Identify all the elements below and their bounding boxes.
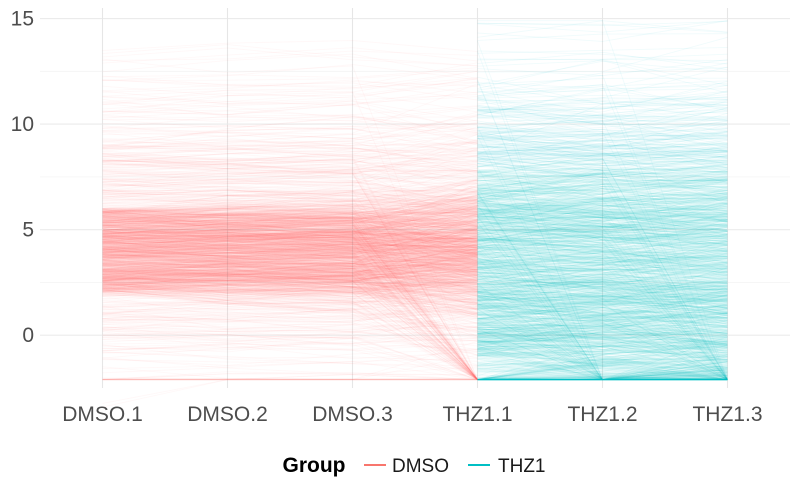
data-lines-layer xyxy=(103,21,728,407)
dmso-line xyxy=(103,380,478,408)
x-tick-label: THZ1.2 xyxy=(567,403,637,426)
y-tick-label: 0 xyxy=(22,324,34,347)
legend-label-thz1: THZ1 xyxy=(498,456,546,477)
x-tick-label: THZ1.1 xyxy=(442,403,512,426)
y-tick-label: 10 xyxy=(11,113,34,136)
x-tick-label: DMSO.1 xyxy=(62,403,143,426)
series-dmso-lines xyxy=(103,41,478,408)
dmso-line xyxy=(103,54,478,79)
y-tick-label: 5 xyxy=(22,219,34,242)
y-axis: 0 5 10 15 xyxy=(11,8,34,348)
x-tick-label: DMSO.3 xyxy=(312,403,393,426)
legend-title: Group xyxy=(283,454,346,477)
legend: Group DMSO THZ1 xyxy=(283,454,546,477)
x-tick-label: THZ1.3 xyxy=(692,403,762,426)
legend-label-dmso: DMSO xyxy=(392,456,449,477)
x-tick-label: DMSO.2 xyxy=(187,403,268,426)
y-tick-label: 15 xyxy=(11,8,34,31)
x-axis: DMSO.1 DMSO.2 DMSO.3 THZ1.1 THZ1.2 THZ1.3 xyxy=(62,403,762,426)
